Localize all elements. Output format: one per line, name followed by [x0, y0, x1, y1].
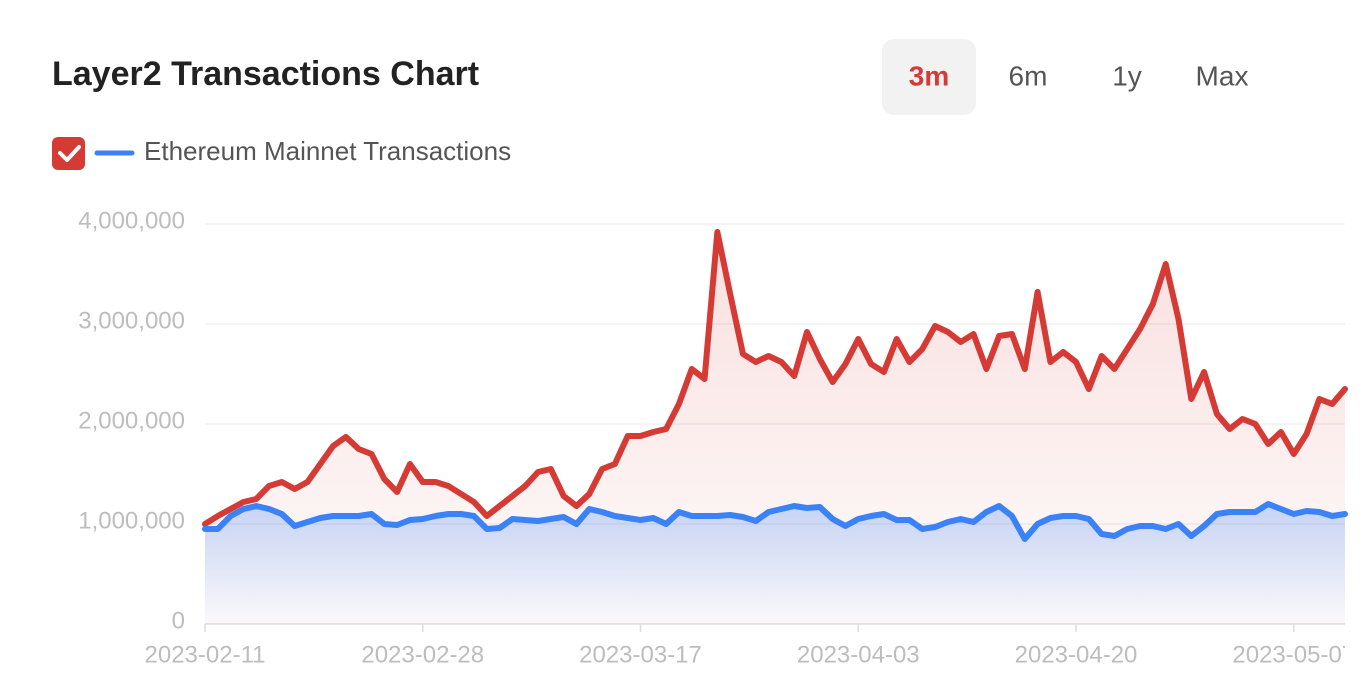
- range-buttons: 3m 6m 1y Max: [882, 39, 1248, 115]
- legend: Ethereum Mainnet Transactions: [52, 136, 511, 170]
- y-tick-label: 1,000,000: [78, 507, 185, 534]
- legend-checkbox[interactable]: [52, 137, 85, 170]
- range-button[interactable]: 1y: [1112, 60, 1142, 91]
- range-button-bg[interactable]: [882, 39, 976, 115]
- x-tick-label: 2023-04-20: [1015, 641, 1138, 668]
- chart-title: Layer2 Transactions Chart: [52, 55, 479, 93]
- x-tick-label: 2023-02-11: [145, 641, 266, 668]
- plot: [202, 229, 1348, 624]
- y-tick-label: 3,000,000: [78, 307, 185, 334]
- series-line: [202, 229, 1348, 527]
- x-ticks: 2023-02-11 2023-02-28 2023-03-17 2023-04-03…: [145, 624, 1355, 668]
- legend-label: Ethereum Mainnet Transactions: [144, 136, 511, 166]
- x-tick-label: 2023-03-17: [579, 641, 702, 668]
- x-tick-label: 2023-04-03: [797, 641, 920, 668]
- legend-checkmark[interactable]: [58, 145, 81, 162]
- y-tick-label: 2,000,000: [78, 407, 185, 434]
- range-button[interactable]: 6m: [1009, 60, 1048, 91]
- x-tick-label: 2023-05-07: [1232, 641, 1355, 668]
- y-tick-label: 0: [172, 607, 185, 634]
- series-area: [205, 504, 1345, 624]
- y-tick-label: 4,000,000: [78, 207, 185, 234]
- range-button[interactable]: 3m: [909, 60, 949, 91]
- x-tick-label: 2023-02-28: [361, 641, 484, 668]
- range-button[interactable]: Max: [1196, 60, 1249, 91]
- series-line: [202, 501, 1348, 542]
